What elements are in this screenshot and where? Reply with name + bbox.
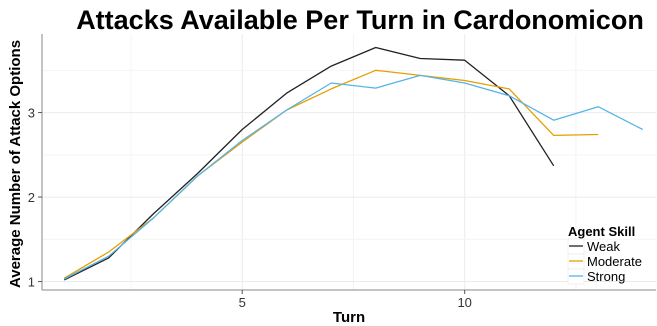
y-tick-label: 1	[28, 275, 35, 290]
grid	[42, 34, 656, 290]
legend-label-weak: Weak	[587, 239, 620, 254]
x-tick-label: 10	[457, 295, 471, 310]
series-line-weak	[63, 46, 555, 281]
legend-label-strong: Strong	[587, 269, 625, 284]
plot-area	[42, 34, 656, 290]
x-tick-label: 5	[239, 295, 246, 310]
legend-title: Agent Skill	[568, 224, 635, 239]
y-axis-title: Average Number of Attack Options	[7, 40, 24, 288]
ticks: 5 10 1 2 3	[28, 106, 472, 310]
y-tick-label: 3	[28, 106, 35, 121]
series-line-strong	[63, 74, 643, 280]
series-layer	[63, 46, 643, 281]
legend-label-moderate: Moderate	[587, 254, 642, 269]
y-tick-label: 2	[28, 190, 35, 205]
chart-title: Attacks Available Per Turn in Cardonomic…	[76, 5, 644, 35]
x-axis-title: Turn	[333, 309, 365, 326]
